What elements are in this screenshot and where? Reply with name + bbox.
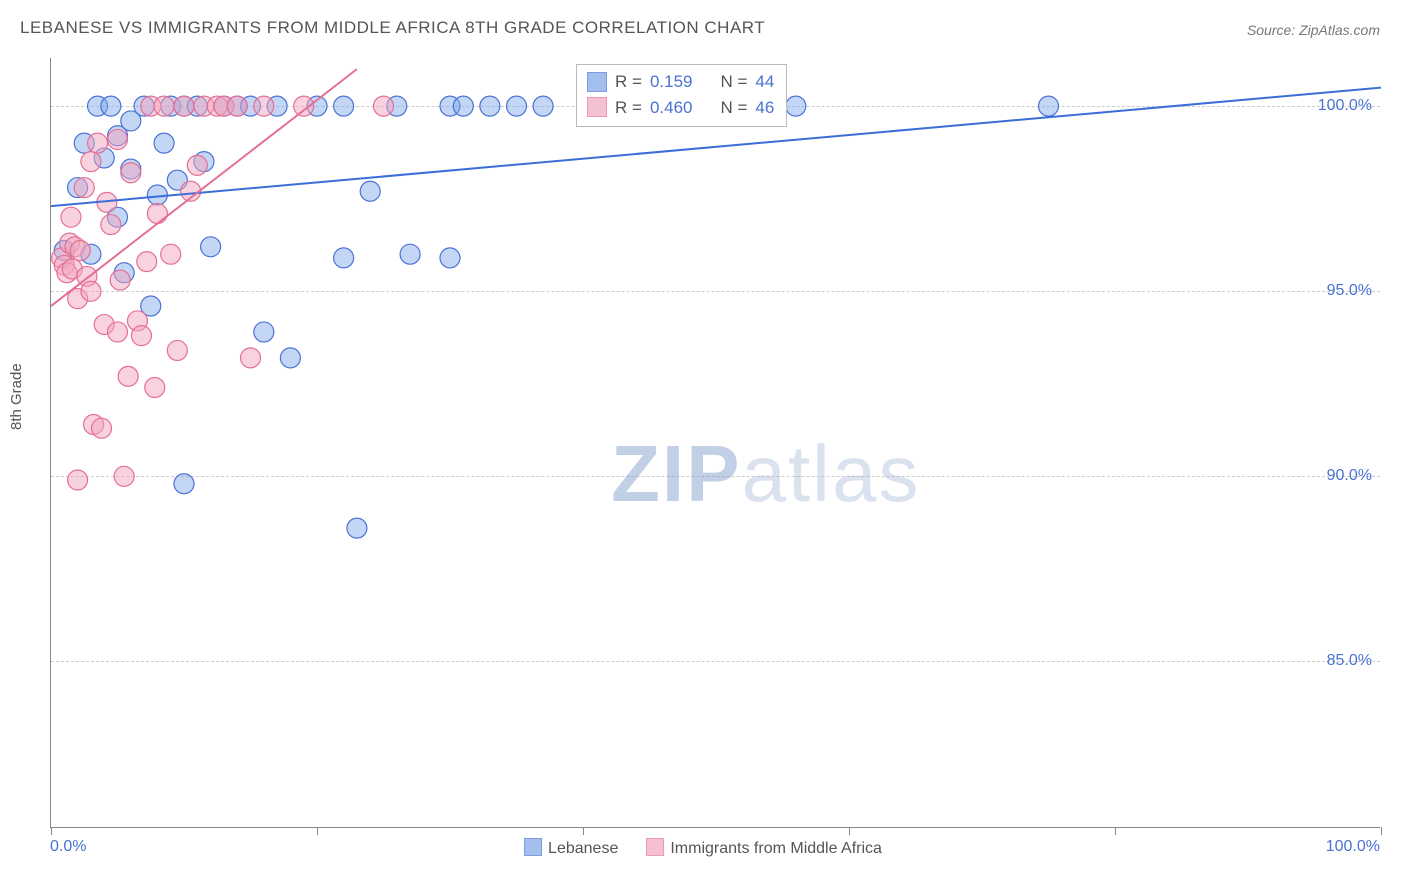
x-tick bbox=[583, 827, 584, 835]
scatter-point bbox=[74, 178, 94, 198]
scatter-point bbox=[70, 241, 90, 261]
scatter-point bbox=[101, 96, 121, 116]
scatter-svg bbox=[51, 58, 1380, 827]
scatter-point bbox=[101, 215, 121, 235]
scatter-point bbox=[121, 163, 141, 183]
legend-item: Immigrants from Middle Africa bbox=[646, 838, 882, 858]
scatter-point bbox=[118, 366, 138, 386]
r-value: 0.460 bbox=[650, 95, 693, 121]
legend-label: Immigrants from Middle Africa bbox=[670, 840, 882, 857]
legend-swatch bbox=[646, 838, 664, 856]
x-tick bbox=[317, 827, 318, 835]
scatter-point bbox=[147, 203, 167, 223]
stats-legend: R = 0.159 N = 44 R = 0.460 N = 46 bbox=[576, 64, 787, 127]
plot-area: 85.0%90.0%95.0%100.0% ZIPatlas R =0.159N… bbox=[50, 58, 1380, 828]
scatter-point bbox=[254, 96, 274, 116]
scatter-point bbox=[81, 152, 101, 172]
legend-item: Lebanese bbox=[524, 838, 618, 858]
n-value: 44 bbox=[755, 69, 774, 95]
legend-swatch bbox=[524, 838, 542, 856]
scatter-point bbox=[174, 96, 194, 116]
legend-swatch bbox=[587, 97, 607, 117]
scatter-point bbox=[786, 96, 806, 116]
chart-title: LEBANESE VS IMMIGRANTS FROM MIDDLE AFRIC… bbox=[20, 18, 765, 38]
scatter-point bbox=[227, 96, 247, 116]
scatter-point bbox=[131, 326, 151, 346]
scatter-point bbox=[201, 237, 221, 257]
scatter-point bbox=[137, 252, 157, 272]
scatter-point bbox=[68, 470, 88, 490]
scatter-point bbox=[254, 322, 274, 342]
r-value: 0.159 bbox=[650, 69, 693, 95]
stats-legend-row: R = 0.460 N = 46 bbox=[587, 95, 774, 121]
scatter-point bbox=[480, 96, 500, 116]
n-label: N = bbox=[720, 69, 747, 95]
source-credit: Source: ZipAtlas.com bbox=[1247, 22, 1380, 38]
scatter-point bbox=[360, 181, 380, 201]
scatter-point bbox=[145, 377, 165, 397]
scatter-point bbox=[334, 248, 354, 268]
r-label: R = bbox=[615, 95, 642, 121]
scatter-point bbox=[154, 133, 174, 153]
scatter-point bbox=[507, 96, 527, 116]
scatter-point bbox=[108, 129, 128, 149]
scatter-point bbox=[453, 96, 473, 116]
scatter-point bbox=[154, 96, 174, 116]
scatter-point bbox=[1039, 96, 1059, 116]
scatter-point bbox=[161, 244, 181, 264]
n-value: 46 bbox=[755, 95, 774, 121]
scatter-point bbox=[440, 248, 460, 268]
x-tick bbox=[1381, 827, 1382, 835]
stats-legend-row: R = 0.159 N = 44 bbox=[587, 69, 774, 95]
x-tick bbox=[1115, 827, 1116, 835]
scatter-point bbox=[92, 418, 112, 438]
scatter-point bbox=[167, 340, 187, 360]
scatter-point bbox=[533, 96, 553, 116]
scatter-point bbox=[110, 270, 130, 290]
legend-label: Lebanese bbox=[548, 840, 618, 857]
scatter-point bbox=[174, 474, 194, 494]
r-label: R = bbox=[615, 69, 642, 95]
x-tick bbox=[849, 827, 850, 835]
scatter-point bbox=[187, 155, 207, 175]
scatter-point bbox=[334, 96, 354, 116]
x-tick bbox=[51, 827, 52, 835]
legend-swatch bbox=[587, 72, 607, 92]
x-axis-max-label: 100.0% bbox=[1326, 838, 1380, 856]
scatter-point bbox=[374, 96, 394, 116]
scatter-point bbox=[114, 466, 134, 486]
scatter-point bbox=[241, 348, 261, 368]
scatter-point bbox=[347, 518, 367, 538]
scatter-point bbox=[88, 133, 108, 153]
series-legend: Lebanese Immigrants from Middle Africa bbox=[524, 838, 882, 858]
scatter-point bbox=[280, 348, 300, 368]
scatter-point bbox=[81, 281, 101, 301]
n-label: N = bbox=[720, 95, 747, 121]
scatter-point bbox=[108, 322, 128, 342]
scatter-point bbox=[400, 244, 420, 264]
y-axis-label: 8th Grade bbox=[8, 363, 25, 430]
scatter-point bbox=[147, 185, 167, 205]
x-axis-min-label: 0.0% bbox=[50, 838, 86, 856]
scatter-point bbox=[61, 207, 81, 227]
